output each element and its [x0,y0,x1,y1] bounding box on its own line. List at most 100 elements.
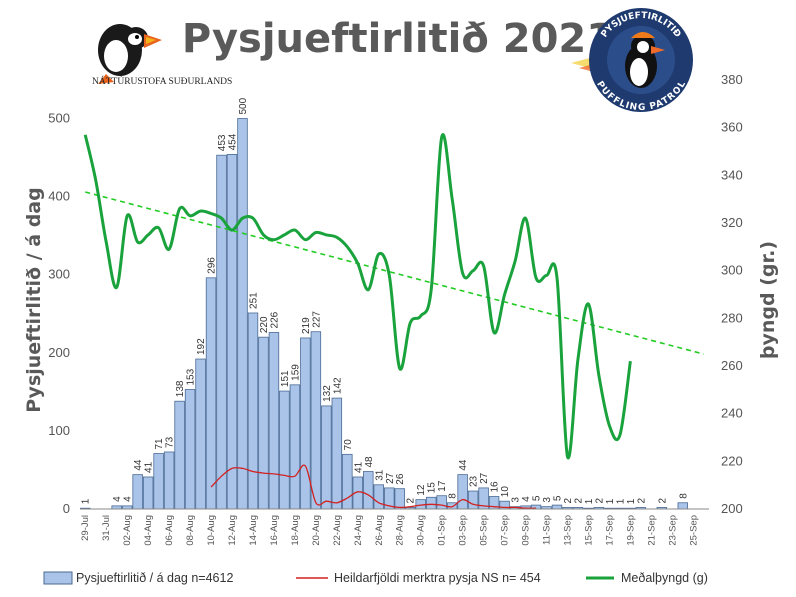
bar-label-18-Sep: 1 [615,498,626,504]
bar-label-24-Aug: 41 [353,461,364,473]
y-axis-label: Pysjueftirlitið / á dag [23,187,45,412]
bar-label-22-Aug: 142 [332,377,343,394]
bar-label-17-Aug: 151 [280,370,291,387]
bar-label-11-Aug: 453 [217,134,228,151]
bar-label-10-Sep: 5 [532,495,543,501]
bar-label-08-Sep: 3 [511,497,522,503]
bar-01-Sep [436,495,447,510]
bar-label-20-Aug: 227 [311,311,322,328]
bar-label-03-Sep: 44 [458,459,469,471]
bar-07-Aug [174,400,185,510]
bar-label-26-Aug: 31 [374,469,385,481]
bar-label-05-Sep: 27 [479,472,490,484]
bar-label-29-Jul: 1 [81,498,92,504]
bar-label-21-Aug: 132 [322,385,333,402]
bar-label-13-Sep: 2 [563,497,574,503]
x-tick-18-Aug: 18-Aug [290,515,301,546]
bar-label-03-Aug: 44 [133,459,144,471]
bar-series [80,118,689,510]
bar-label-02-Sep: 8 [448,493,459,499]
x-tick-06-Aug: 06-Aug [164,515,175,546]
red-line-tagged-pufflings [210,464,537,509]
x-tick-03-Sep: 03-Sep [458,515,469,546]
bar-label-13-Aug: 500 [238,97,249,114]
bar-label-02-Aug: 4 [123,496,134,502]
legend-label-bars: Pysjueftirlitið / á dag n=4612 [76,571,233,585]
bar-label-29-Aug: 2 [406,497,417,503]
bar-label-25-Aug: 48 [364,456,375,468]
y-tick-300: 300 [48,267,70,282]
bar-label-01-Sep: 17 [437,480,448,492]
bar-17-Aug [279,390,290,510]
bar-label-10-Aug: 296 [207,257,218,274]
y2-tick-360: 360 [721,120,743,135]
bar-label-27-Aug: 27 [385,472,396,484]
bar-22-Aug [331,397,343,510]
logo-right: PYSJUEFTIRLITIÐ PUFFLING PATROL [571,8,693,113]
x-tick-19-Sep: 19-Sep [625,515,636,546]
bar-label-06-Aug: 73 [165,436,176,448]
bar-18-Aug [289,384,301,510]
bar-label-07-Aug: 138 [175,380,186,397]
legend-swatch-bars [43,571,73,585]
bar-16-Aug [268,332,280,510]
y2-tick-220: 220 [721,453,743,468]
x-tick-10-Aug: 10-Aug [206,515,217,546]
y-tick-0: 0 [63,501,70,516]
y2-tick-200: 200 [721,501,743,516]
x-tick-07-Sep: 07-Sep [500,515,511,546]
x-tick-20-Aug: 20-Aug [311,515,322,546]
bar-label-12-Sep: 5 [552,495,563,501]
y-tick-100: 100 [48,423,70,438]
bar-09-Aug [195,358,206,510]
bar-label-19-Sep: 1 [626,498,637,504]
bar-label-17-Sep: 1 [605,498,616,504]
bar-03-Sep [457,474,468,510]
x-tick-09-Sep: 09-Sep [521,515,532,546]
bar-13-Aug [237,118,248,510]
bar-19-Aug [300,337,311,510]
bar-label-14-Aug: 251 [248,292,259,309]
x-tick-12-Aug: 12-Aug [227,515,238,546]
bar-label-16-Aug: 226 [269,311,280,328]
x-tick-13-Sep: 13-Sep [562,515,573,546]
x-tick-29-Jul: 29-Jul [80,515,91,541]
bar-02-Sep [446,502,458,510]
bar-label-15-Sep: 1 [584,498,595,504]
y-tick-400: 400 [48,189,70,204]
x-tick-02-Aug: 02-Aug [122,515,133,546]
bar-label-28-Aug: 26 [395,473,406,485]
x-tick-11-Sep: 11-Sep [542,515,553,545]
x-tick-17-Sep: 17-Sep [604,515,615,546]
bar-06-Aug [163,451,175,510]
y2-tick-340: 340 [721,167,743,182]
bar-15-Aug [258,336,269,510]
bar-label-11-Sep: 3 [542,497,553,503]
bar-20-Aug [310,331,322,510]
x-tick-23-Sep: 23-Sep [667,515,678,546]
bar-label-07-Sep: 10 [500,486,511,498]
bar-23-Aug [342,453,353,510]
bar-04-Aug [142,476,154,510]
bar-label-20-Sep: 2 [636,497,647,503]
trend-line [85,191,704,355]
bar-label-31-Aug: 15 [427,482,438,494]
bar-11-Aug [216,154,227,510]
x-tick-15-Sep: 15-Sep [583,515,594,546]
bar-label-04-Aug: 41 [144,461,155,473]
bar-28-Aug [394,488,405,510]
y2-tick-320: 320 [721,215,743,230]
bar-25-Aug [363,471,374,510]
x-tick-30-Aug: 30-Aug [416,515,427,546]
green-line-mean-weight [83,133,632,460]
bar-10-Aug [205,277,217,510]
y2-axis-label: þyngd (gr.) [757,241,779,359]
bar-label-18-Aug: 159 [290,364,301,381]
bar-label-06-Sep: 16 [490,481,501,493]
bar-label-14-Sep: 2 [573,497,584,503]
org-name: NÁTTÚRUSTOFA SUÐURLANDS [92,75,232,87]
bar-label-15-Aug: 220 [259,316,270,333]
bar-14-Aug [247,312,259,510]
x-tick-08-Aug: 08-Aug [185,515,196,546]
bar-12-Sep [551,504,563,510]
